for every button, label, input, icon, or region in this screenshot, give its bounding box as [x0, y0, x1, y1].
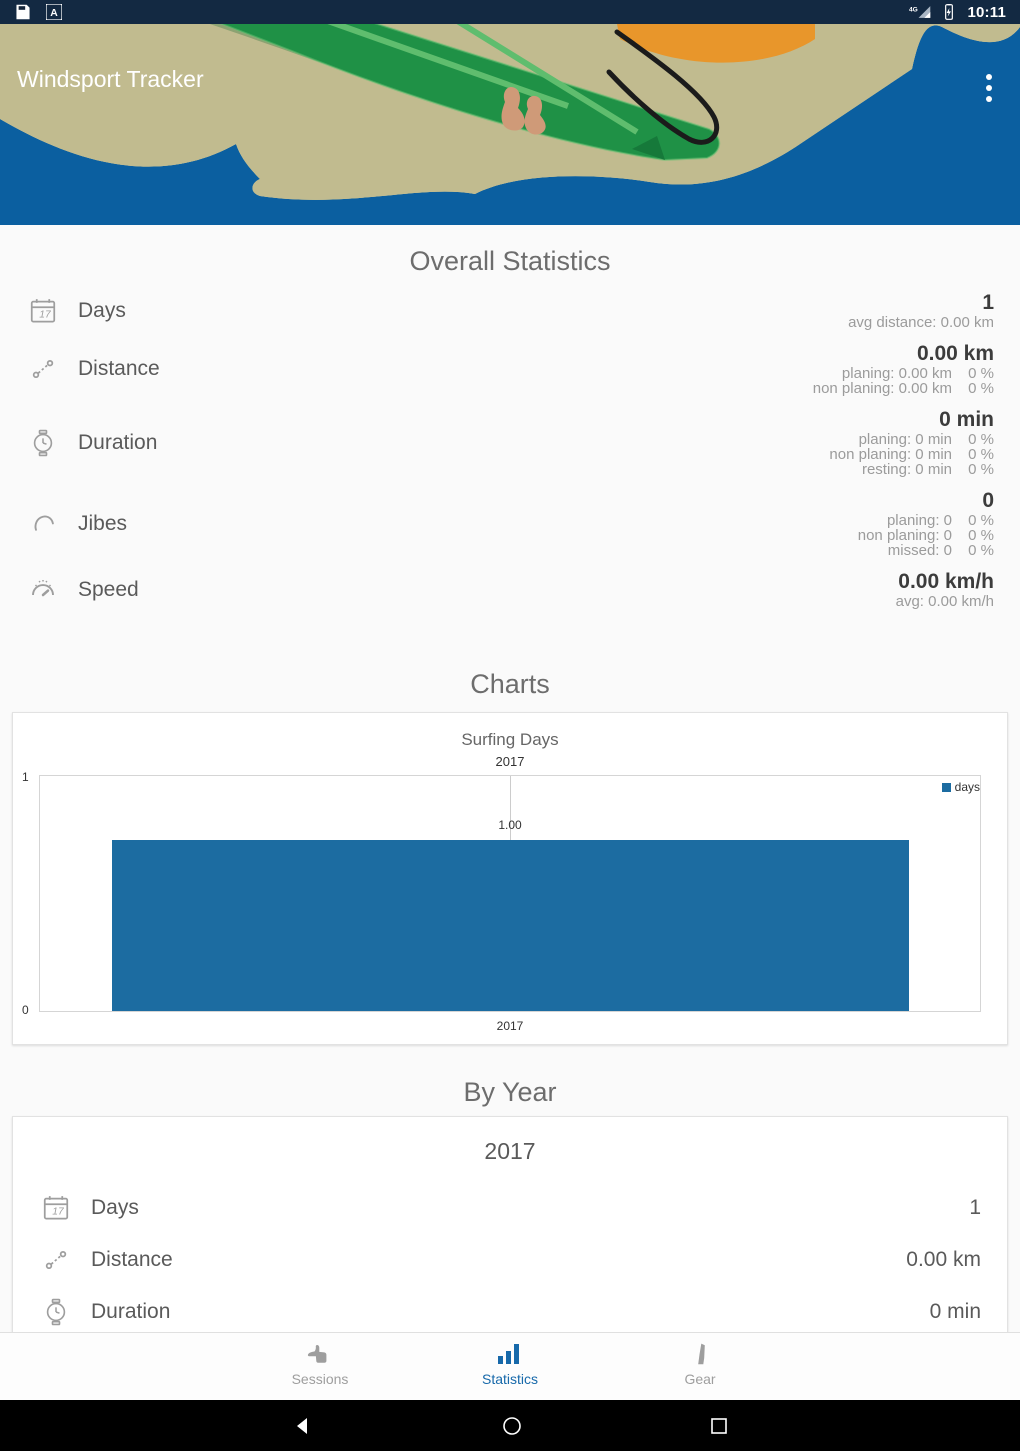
svg-text:17: 17	[39, 309, 52, 320]
svg-text:17: 17	[52, 1206, 65, 1217]
svg-text:4G: 4G	[909, 6, 918, 13]
svg-text:A: A	[50, 8, 58, 19]
